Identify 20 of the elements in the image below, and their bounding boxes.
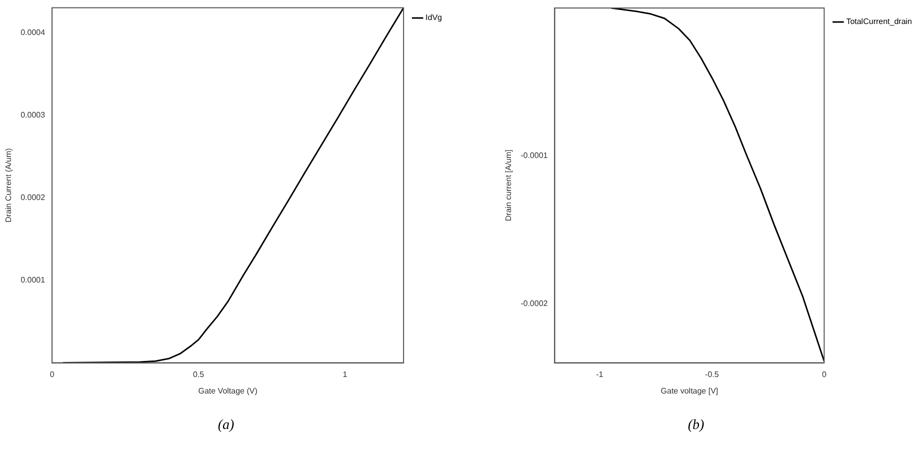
y-tick-label: -0.0002 xyxy=(520,298,548,308)
y-tick-label: 0.0003 xyxy=(20,110,46,120)
legend-label: TotalCurrent_drain xyxy=(846,17,912,26)
text: (a) xyxy=(216,418,236,434)
x-tick-label: 1 xyxy=(342,370,348,379)
y-axis-title: Drain Current (A/um) xyxy=(4,148,14,222)
x-tick-label: 0.5 xyxy=(192,370,205,379)
x-tick-label: -1 xyxy=(596,370,604,379)
x-tick-label: -0.5 xyxy=(705,370,720,379)
legend-label: IdVg xyxy=(426,13,442,22)
y-tick-label: 0.0004 xyxy=(20,28,46,37)
y-tick-label: -0.0001 xyxy=(520,151,548,160)
y-tick-label: 0.0001 xyxy=(20,275,46,284)
x-tick-label: 0 xyxy=(822,370,827,379)
y-axis-title: Drain current [A/um] xyxy=(504,150,514,222)
x-axis-title: Gate Voltage (V) xyxy=(198,386,258,396)
text: (b) xyxy=(686,418,706,434)
y-tick-label: 0.0002 xyxy=(20,192,46,202)
x-tick-label: 0 xyxy=(50,370,55,379)
x-axis-title: Gate voltage [V] xyxy=(660,386,718,396)
